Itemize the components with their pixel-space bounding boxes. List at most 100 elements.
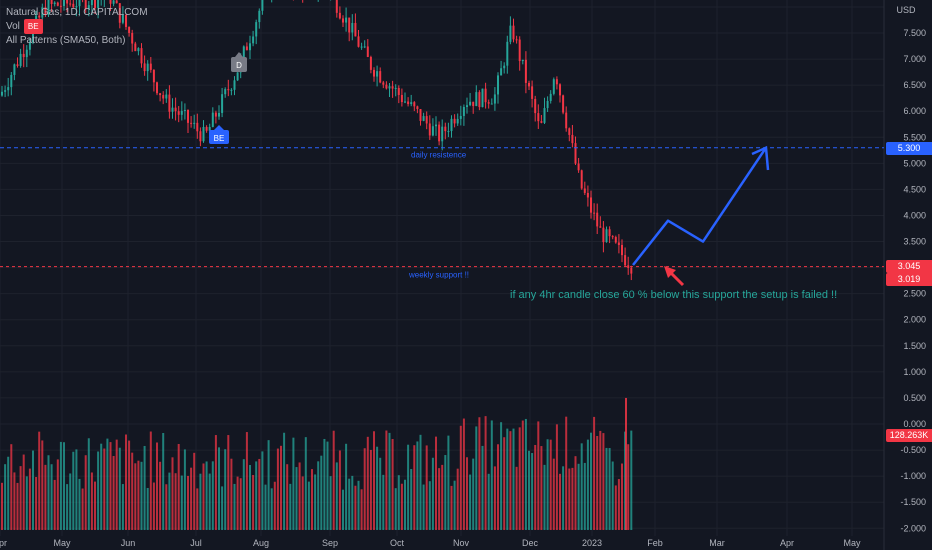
projection-arrowhead	[751, 145, 770, 171]
price-tick-label: 7.000	[903, 54, 926, 64]
candle-body	[624, 255, 627, 266]
price-tick-label: -1.500	[900, 497, 926, 507]
candle-body	[38, 15, 41, 18]
volume-bar	[304, 437, 307, 530]
candle-body	[354, 22, 357, 37]
volume-bar	[580, 443, 583, 530]
candle-body	[543, 108, 546, 123]
volume-bar	[233, 483, 236, 530]
candle-body	[518, 39, 521, 62]
price-tick-label: 7.500	[903, 28, 926, 38]
volume-bar	[81, 488, 84, 530]
be-marker	[209, 130, 229, 144]
volume-bar	[338, 450, 341, 530]
candle-body	[481, 88, 484, 108]
volume-bar	[270, 488, 273, 530]
candle-body	[199, 131, 202, 142]
volume-bar	[320, 455, 323, 530]
candle-body	[56, 2, 59, 6]
volume-bar	[528, 450, 530, 530]
candle-body	[577, 163, 580, 171]
volume-bar	[379, 457, 382, 530]
volume-bar	[382, 474, 385, 530]
volume-bar	[69, 473, 72, 530]
d-marker	[231, 57, 247, 72]
candle-body	[487, 102, 490, 104]
volume-bar	[289, 483, 292, 530]
volume-bar	[317, 461, 320, 530]
volume-bar	[435, 436, 437, 530]
volume-bar	[174, 473, 177, 530]
volume-bar	[221, 486, 224, 530]
candle-body	[363, 46, 366, 48]
vol-be-badge: BE	[23, 18, 43, 34]
volume-bar	[630, 430, 633, 530]
volume-bar	[94, 481, 96, 530]
volume-bar	[131, 452, 134, 530]
candle-body	[187, 110, 189, 123]
volume-bar	[348, 478, 351, 530]
volume-bar	[565, 416, 568, 530]
volume-bar	[109, 442, 112, 530]
candle-body	[233, 80, 236, 90]
volume-bar	[152, 482, 155, 530]
volume-bar	[118, 447, 121, 530]
volume-bar	[214, 435, 217, 530]
candle-body	[410, 102, 413, 105]
volume-bar	[193, 452, 196, 530]
candle-body	[125, 14, 127, 27]
candle-body	[534, 98, 537, 114]
volume-bar	[354, 485, 357, 530]
candle-body	[549, 93, 552, 101]
volume-bar	[577, 463, 580, 530]
volume-bar	[44, 464, 47, 530]
candle-body	[369, 56, 372, 70]
candle-body	[131, 32, 134, 44]
resistance-label: daily resistence	[411, 151, 467, 160]
candle-body	[475, 92, 478, 107]
candle-body	[211, 112, 214, 127]
volume-bar	[540, 446, 543, 530]
volume-bar	[394, 488, 397, 530]
volume-bar	[183, 449, 186, 530]
price-tick-label: 5.000	[903, 158, 926, 168]
volume-bar	[453, 480, 456, 530]
volume-bar	[13, 472, 16, 530]
candle-body	[360, 46, 363, 48]
candle-body	[140, 48, 143, 64]
candle-body	[379, 71, 382, 83]
candle-body	[202, 126, 205, 142]
candle-body	[431, 126, 434, 136]
candle-body	[462, 106, 465, 116]
candle-body	[146, 63, 149, 72]
volume-bar	[416, 441, 419, 530]
vol-label: Vol	[6, 20, 20, 32]
candle-body	[540, 121, 543, 123]
month-tick-label: Jun	[121, 538, 136, 548]
candle-body	[593, 212, 596, 214]
candle-body	[596, 212, 599, 227]
candle-body	[143, 63, 146, 72]
volume-bar	[323, 438, 326, 530]
candle-body	[565, 112, 568, 129]
candle-body	[469, 101, 472, 106]
volume-bar	[614, 485, 617, 530]
candle-body	[506, 41, 509, 66]
candle-body	[366, 46, 369, 57]
volume-bar	[273, 481, 276, 530]
candle-body	[590, 197, 592, 213]
volume-bar	[431, 457, 434, 530]
volume-bar	[413, 445, 416, 530]
price-tick-label: 0.500	[903, 393, 926, 403]
candle-body	[112, 0, 115, 4]
volume-bar	[456, 468, 459, 530]
support-label: weekly support !!	[408, 271, 469, 280]
symbol-title: Natural Gas, 1D, CAPITALCOM	[6, 5, 148, 19]
candle-body	[568, 128, 571, 135]
volume-bar	[329, 476, 332, 530]
candle-body	[435, 124, 437, 127]
volume-bar	[143, 445, 146, 530]
candle-body	[338, 12, 341, 19]
candle-body	[441, 126, 444, 142]
